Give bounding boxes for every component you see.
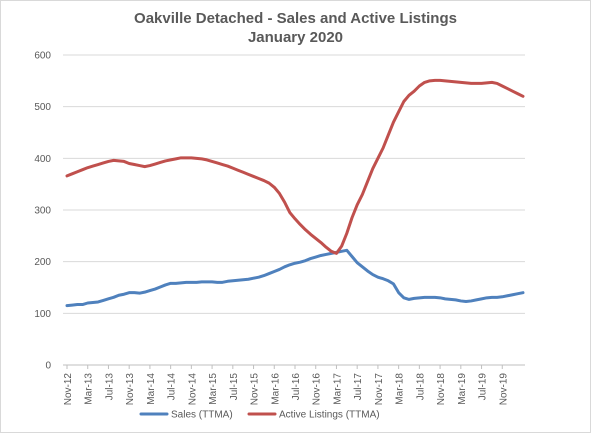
x-tick-label: Nov-19 (498, 373, 509, 406)
x-tick-label: Mar-19 (457, 373, 468, 405)
legend-label: Active Listings (TTMA) (279, 410, 380, 421)
chart-title: Oakville Detached - Sales and Active Lis… (134, 10, 457, 27)
x-tick-label: Nov-16 (312, 373, 323, 406)
y-tick-label: 200 (34, 257, 51, 268)
x-tick-label: Mar-17 (332, 373, 343, 405)
chart-subtitle: January 2020 (247, 29, 344, 46)
legend-item-active-listings: Active Listings (TTMA) (247, 410, 380, 421)
y-axis-labels: 0 100 200 300 400 500 600 (34, 51, 51, 372)
x-tick-label: Nov-15 (250, 373, 261, 406)
legend: Sales (TTMA) Active Listings (TTMA) (139, 410, 380, 421)
legend-item-sales: Sales (TTMA) (139, 410, 233, 421)
x-tick-label: Jul-19 (478, 373, 489, 401)
chart-title-block: Oakville Detached - Sales and Active Lis… (1, 9, 590, 47)
x-axis-labels: Nov-12 Mar-13 Jul-13 Nov-13 Mar-14 Jul-14 Nov-… (63, 365, 509, 405)
x-tick-label: Jul-18 (415, 373, 426, 401)
x-tick-label: Nov-13 (125, 373, 136, 406)
x-tick-label: Jul-17 (353, 373, 364, 401)
y-tick-label: 600 (34, 51, 51, 62)
x-tick-label: Nov-12 (63, 373, 74, 406)
x-tick-label: Jul-13 (104, 373, 115, 401)
x-tick-label: Mar-18 (395, 373, 406, 405)
x-tick-label: Jul-15 (229, 373, 240, 401)
x-tick-label: Mar-14 (146, 373, 157, 405)
x-tick-label: Mar-16 (270, 373, 281, 405)
y-tick-label: 400 (34, 154, 51, 165)
series-layer (65, 78, 525, 308)
series-line-active-listings (65, 78, 525, 255)
y-tick-label: 500 (34, 102, 51, 113)
y-tick-label: 0 (45, 361, 51, 372)
x-tick-label: Mar-15 (208, 373, 219, 405)
legend-label: Sales (TTMA) (171, 410, 233, 421)
grid-layer (63, 54, 525, 366)
y-tick-label: 100 (34, 309, 51, 320)
x-tick-label: Nov-14 (187, 373, 198, 406)
x-tick-label: Nov-17 (374, 373, 385, 406)
x-tick-label: Jul-16 (291, 373, 302, 401)
x-tick-label: Mar-13 (84, 373, 95, 405)
series-line-sales (65, 248, 525, 308)
y-tick-label: 300 (34, 206, 51, 217)
x-tick-label: Jul-14 (167, 373, 178, 401)
x-tick-label: Nov-18 (436, 373, 447, 406)
